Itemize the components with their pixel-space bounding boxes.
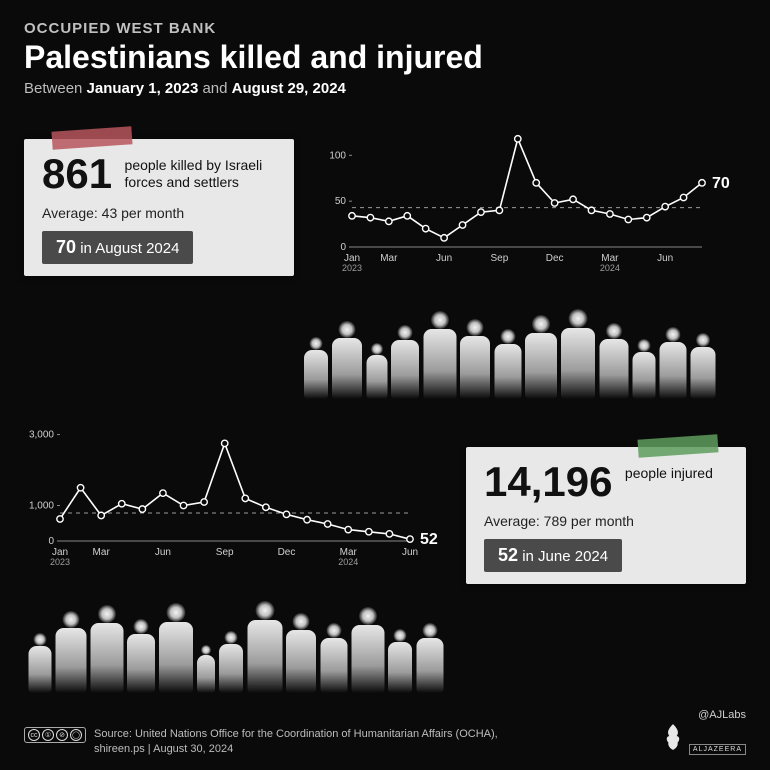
- silhouette-figure: [690, 333, 715, 399]
- svg-text:Sep: Sep: [490, 253, 508, 264]
- eyebrow: OCCUPIED WEST BANK: [24, 20, 746, 37]
- silhouette-figure: [320, 623, 347, 693]
- silhouette-figure: [599, 323, 628, 399]
- svg-text:Jun: Jun: [436, 253, 452, 264]
- svg-text:0: 0: [48, 536, 54, 547]
- injured-total: 14,196: [484, 461, 612, 503]
- silhouette-figure: [366, 343, 387, 399]
- svg-text:Jun: Jun: [657, 253, 673, 264]
- svg-text:1,000: 1,000: [29, 501, 54, 512]
- source-text: Source: United Nations Office for the Co…: [94, 727, 498, 756]
- svg-text:50: 50: [335, 196, 347, 207]
- injured-desc: people injured: [625, 461, 713, 482]
- svg-text:3,000: 3,000: [29, 430, 54, 441]
- svg-text:Dec: Dec: [278, 547, 296, 558]
- footer: cc①⊘◯ Source: United Nations Office for …: [24, 709, 746, 756]
- source-line1: Source: United Nations Office for the Co…: [94, 727, 498, 741]
- silhouette-figure: [332, 321, 362, 399]
- silhouette-figure: [416, 623, 443, 693]
- brand-word: ALJAZEERA: [689, 744, 746, 755]
- silhouette-figure: [55, 611, 86, 693]
- silhouette-figure: [391, 325, 419, 399]
- card-injured: 14,196 people injured Average: 789 per m…: [466, 447, 746, 584]
- brand-handle: @AJLabs: [662, 709, 746, 721]
- injured-callout: 52 in June 2024: [484, 539, 622, 572]
- svg-text:2023: 2023: [50, 557, 70, 567]
- card-killed: 861 people killed by Israeli forces and …: [24, 139, 294, 276]
- svg-text:2024: 2024: [600, 263, 620, 273]
- subtitle-mid: and: [198, 80, 231, 97]
- killed-total: 861: [42, 153, 112, 195]
- silhouette-figure: [286, 613, 316, 693]
- infographic-page: OCCUPIED WEST BANK Palestinians killed a…: [0, 0, 770, 770]
- svg-text:0: 0: [340, 242, 346, 253]
- silhouette-figure: [388, 629, 412, 693]
- chart-killed-svg: 050100Jan2023MarJunSepDecMar2024Jun70: [316, 121, 746, 291]
- silhouette-figure: [90, 605, 123, 693]
- svg-text:Dec: Dec: [546, 253, 564, 264]
- silhouette-figure: [197, 645, 215, 693]
- injured-average: Average: 789 per month: [484, 513, 728, 529]
- killed-callout-value: 70: [56, 237, 76, 257]
- svg-text:2024: 2024: [338, 557, 358, 567]
- svg-text:70: 70: [712, 175, 730, 192]
- silhouette-figure: [659, 327, 686, 399]
- silhouette-figure: [632, 339, 655, 399]
- silhouette-figure: [159, 603, 193, 693]
- svg-text:Mar: Mar: [93, 547, 111, 558]
- injured-callout-value: 52: [498, 545, 518, 565]
- svg-text:2023: 2023: [342, 263, 362, 273]
- silhouette-figure: [28, 633, 51, 693]
- silhouettes-killed: [304, 309, 744, 399]
- svg-text:Jun: Jun: [155, 547, 171, 558]
- subtitle-prefix: Between: [24, 80, 87, 97]
- silhouette-figure: [494, 329, 521, 399]
- chart-injured-svg: 01,0003,000Jan2023MarJunSepDecMar2024Jun…: [24, 415, 454, 585]
- silhouette-figure: [351, 607, 384, 693]
- chart-killed: 050100Jan2023MarJunSepDecMar2024Jun70: [316, 121, 746, 291]
- chart-injured: 01,0003,000Jan2023MarJunSepDecMar2024Jun…: [24, 415, 454, 585]
- silhouettes-injured: [28, 601, 468, 693]
- silhouette-figure: [423, 311, 456, 399]
- injured-callout-suffix: in June 2024: [518, 548, 608, 565]
- silhouette-figure: [247, 601, 282, 693]
- header: OCCUPIED WEST BANK Palestinians killed a…: [24, 20, 746, 97]
- date-start: January 1, 2023: [87, 80, 199, 97]
- cc-license-icon: cc①⊘◯: [24, 727, 86, 743]
- silhouette-figure: [460, 319, 490, 399]
- killed-callout: 70 in August 2024: [42, 231, 193, 264]
- killed-average: Average: 43 per month: [42, 205, 276, 221]
- killed-callout-suffix: in August 2024: [76, 240, 179, 257]
- tape-killed: [51, 126, 132, 150]
- silhouette-figure: [304, 337, 328, 399]
- silhouette-figure: [525, 315, 557, 399]
- page-title: Palestinians killed and injured: [24, 39, 746, 76]
- svg-text:100: 100: [329, 150, 346, 161]
- silhouette-figure: [127, 619, 155, 693]
- svg-text:52: 52: [420, 531, 438, 548]
- killed-desc: people killed by Israeli forces and sett…: [125, 153, 265, 191]
- silhouette-figure: [219, 631, 243, 693]
- panel-killed: 861 people killed by Israeli forces and …: [24, 121, 746, 399]
- aljazeera-logo-icon: ALJAZEERA: [662, 723, 746, 756]
- source-line2: shireen.ps | August 30, 2024: [94, 742, 498, 756]
- date-range: Between January 1, 2023 and August 29, 2…: [24, 80, 746, 97]
- svg-text:Mar: Mar: [380, 253, 398, 264]
- panel-injured: 01,0003,000Jan2023MarJunSepDecMar2024Jun…: [24, 415, 746, 693]
- svg-text:Sep: Sep: [216, 547, 234, 558]
- brand-block: @AJLabs ALJAZEERA: [662, 709, 746, 756]
- svg-text:Jun: Jun: [402, 547, 418, 558]
- tape-injured: [637, 434, 718, 458]
- silhouette-figure: [561, 309, 595, 399]
- date-end: August 29, 2024: [232, 80, 346, 97]
